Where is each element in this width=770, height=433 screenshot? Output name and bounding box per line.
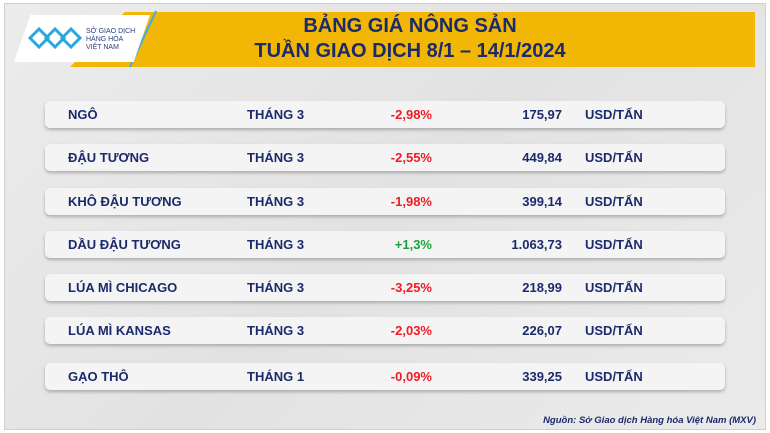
table-row: LÚA MÌ KANSAS THÁNG 3 -2,03% 226,07 USD/…: [45, 317, 725, 344]
logo-text: SỞ GIAO DỊCH HÀNG HÓA VIỆT NAM: [86, 28, 135, 52]
price: 175,97: [522, 107, 562, 122]
contract-month: THÁNG 3: [247, 237, 305, 252]
table-row: DẦU ĐẬU TƯƠNG THÁNG 3 +1,3% 1.063,73 USD…: [45, 231, 725, 258]
table-row: GẠO THÔ THÁNG 1 -0,09% 339,25 USD/TẤN: [45, 363, 725, 390]
price-change: -3,25%: [390, 280, 432, 295]
title-line-2: TUẦN GIAO DỊCH 8/1 – 14/1/2024: [254, 40, 566, 62]
unit: USD/TẤN: [585, 369, 643, 384]
unit: USD/TẤN: [585, 150, 643, 165]
unit: USD/TẤN: [585, 194, 643, 209]
contract-month: THÁNG 3: [247, 107, 305, 122]
table-row: ĐẬU TƯƠNG THÁNG 3 -2,55% 449,84 USD/TẤN: [45, 144, 725, 171]
price-change: -2,03%: [390, 323, 432, 338]
unit: USD/TẤN: [585, 323, 643, 338]
price: 449,84: [522, 150, 562, 165]
contract-month: THÁNG 3: [247, 323, 305, 338]
table-row: NGÔ THÁNG 3 -2,98% 175,97 USD/TẤN: [45, 101, 725, 128]
source-note: Nguồn: Sở Giao dịch Hàng hóa Việt Nam (M…: [543, 415, 756, 426]
logo-line: SỞ GIAO DỊCH: [86, 28, 136, 35]
logo: [14, 15, 150, 62]
title-banner: [70, 12, 755, 67]
price: 339,25: [522, 369, 562, 384]
commodity-name: LÚA MÌ CHICAGO: [68, 280, 178, 295]
price: 226,07: [522, 323, 562, 338]
contract-month: THÁNG 3: [247, 280, 305, 295]
contract-month: THÁNG 1: [247, 369, 305, 384]
price: 399,14: [522, 194, 562, 209]
unit: USD/TẤN: [585, 107, 643, 122]
logo-line: VIỆT NAM: [86, 44, 119, 51]
price-change: +1,3%: [394, 237, 432, 252]
commodity-name: NGÔ: [68, 107, 98, 122]
contract-month: THÁNG 3: [247, 194, 305, 209]
price-change: -1,98%: [390, 194, 432, 209]
contract-month: THÁNG 3: [247, 150, 305, 165]
price-change: -2,55%: [390, 150, 432, 165]
mxv-logo-icon: [28, 27, 82, 49]
table-row: KHÔ ĐẬU TƯƠNG THÁNG 3 -1,98% 399,14 USD/…: [45, 188, 725, 215]
unit: USD/TẤN: [585, 237, 643, 252]
price-change: -0,09%: [390, 369, 432, 384]
page-title: BẢNG GIÁ NÔNG SẢN TUẦN GIAO DỊCH 8/1 – 1…: [150, 14, 670, 64]
title-line-1: BẢNG GIÁ NÔNG SẢN: [303, 15, 517, 37]
price: 1.063,73: [511, 237, 562, 252]
table-row: LÚA MÌ CHICAGO THÁNG 3 -3,25% 218,99 USD…: [45, 274, 725, 301]
commodity-name: GẠO THÔ: [68, 369, 129, 384]
commodity-name: KHÔ ĐẬU TƯƠNG: [68, 194, 182, 209]
logo-line: HÀNG HÓA: [86, 36, 124, 43]
price: 218,99: [522, 280, 562, 295]
commodity-name: DẦU ĐẬU TƯƠNG: [68, 237, 181, 252]
unit: USD/TẤN: [585, 280, 643, 295]
price-change: -2,98%: [390, 107, 432, 122]
infographic-frame: [4, 3, 766, 430]
commodity-name: LÚA MÌ KANSAS: [68, 323, 171, 338]
commodity-name: ĐẬU TƯƠNG: [68, 150, 150, 165]
